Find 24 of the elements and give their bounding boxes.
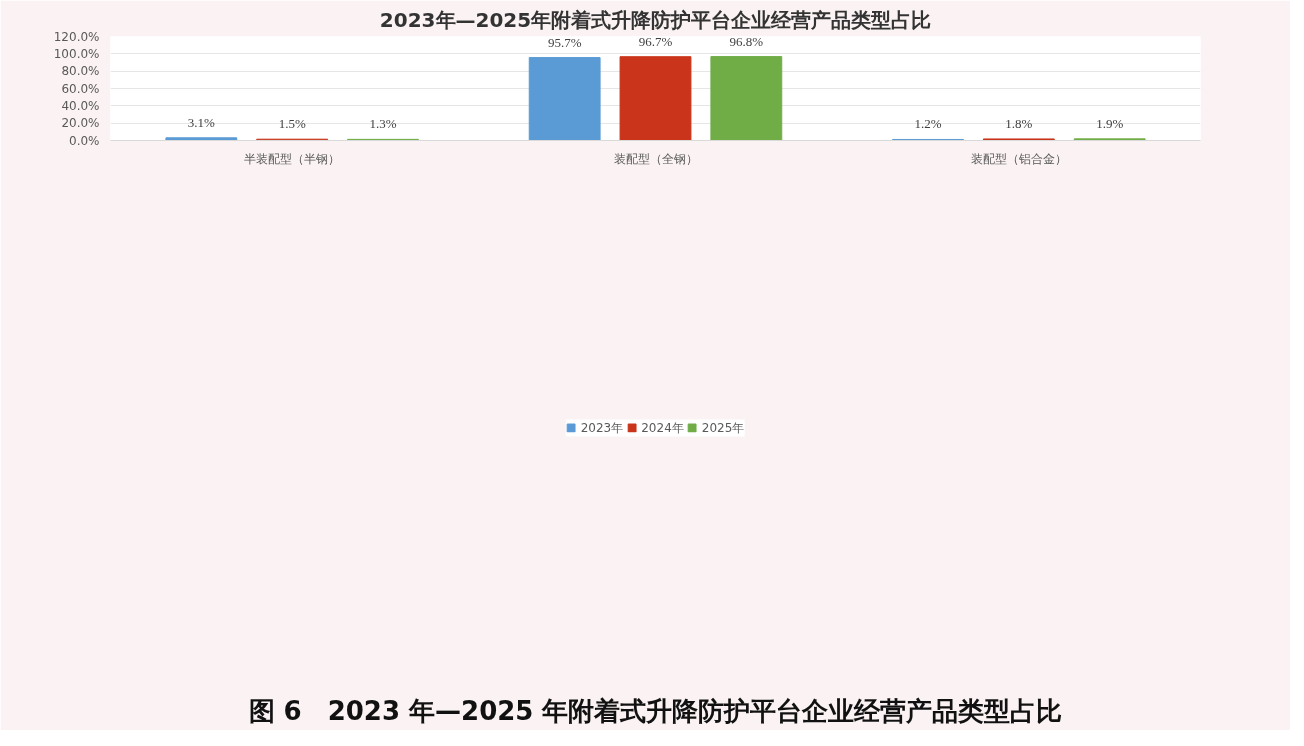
y-tick-label: 20.0% xyxy=(61,116,100,131)
x-tick-label: 装配型（全钢） xyxy=(613,151,698,166)
legend-label: 2025年 xyxy=(701,419,745,437)
data-label: 3.1% xyxy=(187,114,216,130)
x-tick-label: 装配型（铝合金） xyxy=(970,151,1067,166)
data-label: 1.8% xyxy=(1005,115,1033,131)
data-label: 1.3% xyxy=(369,116,397,132)
data-label: 96.7% xyxy=(638,33,673,49)
data-label: 95.7% xyxy=(547,34,582,50)
y-tick-label: 0.0% xyxy=(69,133,100,148)
y-tick-label: 100.0% xyxy=(53,46,100,61)
data-label: 1.9% xyxy=(1096,115,1124,131)
data-label: 1.2% xyxy=(914,116,942,132)
data-label: 96.8% xyxy=(729,33,764,49)
chart-title: 2023年—2025年附着式升降防护平台企业经营产品类型占比 xyxy=(379,7,932,32)
y-tick-label: 120.0% xyxy=(53,29,100,44)
y-tick-label: 80.0% xyxy=(61,64,100,79)
caption: 图 6 2023 年—2025 年附着式升降防护平台企业经营产品类型占比 xyxy=(248,695,1063,726)
legend-label: 2023年 xyxy=(580,419,624,437)
y-tick-label: 40.0% xyxy=(61,98,100,113)
legend-label: 2024年 xyxy=(641,419,684,437)
y-tick-label: 60.0% xyxy=(61,81,100,96)
data-label: 1.5% xyxy=(278,116,306,132)
x-tick-label: 半装配型（半钢） xyxy=(244,151,341,166)
